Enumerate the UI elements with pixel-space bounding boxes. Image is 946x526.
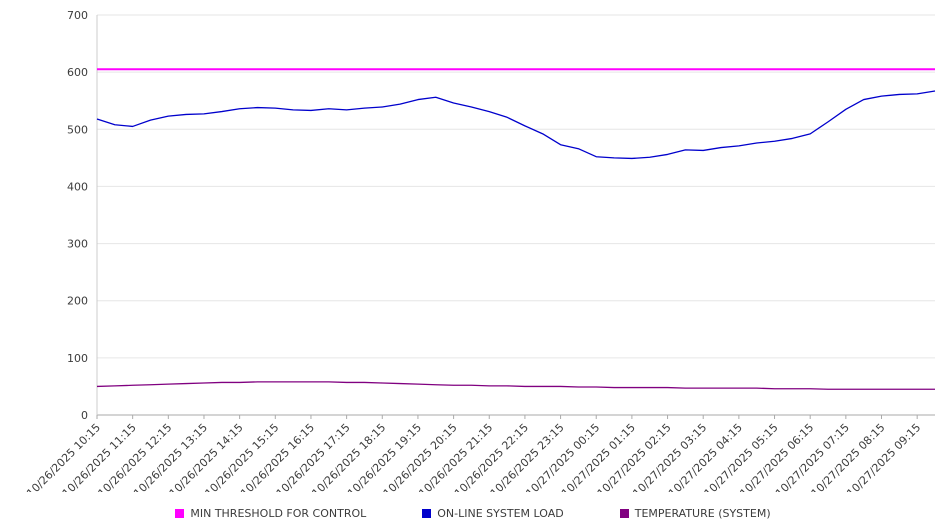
- y-axis-label: 500: [67, 123, 88, 136]
- legend-swatch-on-line-system-load: [422, 509, 432, 518]
- series-line-on-line-system-load: [96, 90, 936, 160]
- legend-swatch-min-threshold-for-control: [175, 509, 185, 518]
- legend-item-on-line-system-load[interactable]: ON-LINE SYSTEM LOAD: [422, 507, 564, 520]
- legend-item-temperature-system[interactable]: TEMPERATURE (SYSTEM): [619, 507, 771, 520]
- legend-swatch-temperature-system: [619, 509, 629, 518]
- x-axis-label: 10/26/2025 10:15: [24, 421, 103, 492]
- y-axis-label: 400: [67, 180, 88, 193]
- legend-label-temperature-system: TEMPERATURE (SYSTEM): [634, 507, 771, 520]
- series-line-temperature-system: [96, 381, 935, 390]
- legend-label-on-line-system-load: ON-LINE SYSTEM LOAD: [437, 507, 564, 520]
- y-axis-label: 0: [81, 409, 88, 422]
- y-axis-label: 600: [67, 66, 88, 79]
- legend-item-min-threshold-for-control[interactable]: MIN THRESHOLD FOR CONTROL: [175, 507, 366, 520]
- y-axis-label: 100: [67, 352, 88, 365]
- legend: MIN THRESHOLD FOR CONTROL ON-LINE SYSTEM …: [0, 507, 946, 520]
- y-axis-label: 700: [67, 9, 88, 22]
- y-axis-label: 300: [67, 238, 88, 251]
- y-axis-label: 200: [67, 295, 88, 308]
- legend-label-min-threshold-for-control: MIN THRESHOLD FOR CONTROL: [190, 507, 367, 520]
